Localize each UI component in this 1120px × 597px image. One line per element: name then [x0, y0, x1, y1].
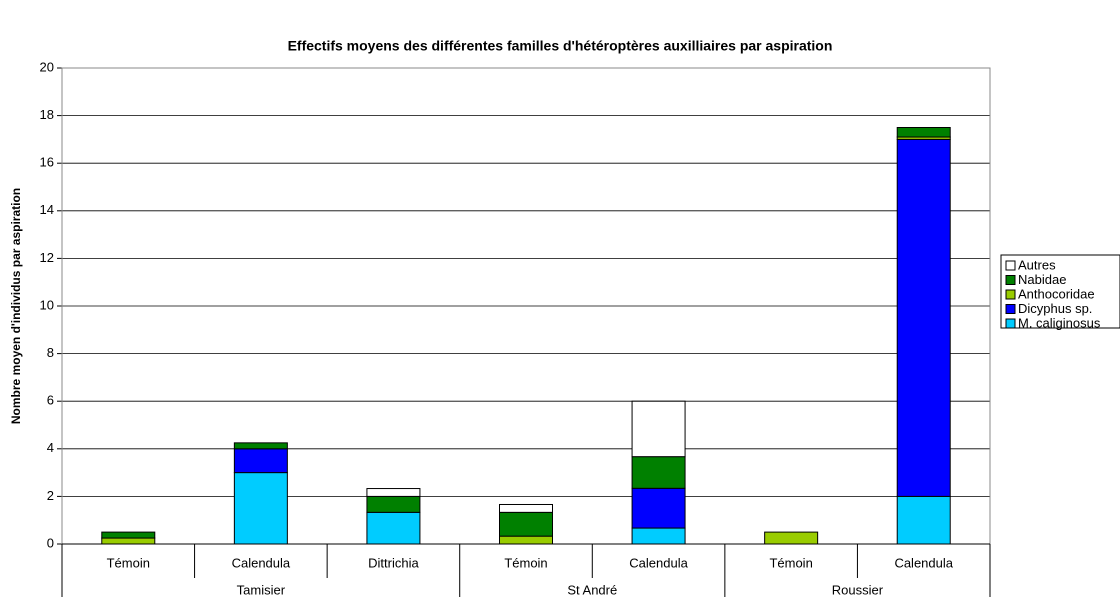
- legend-swatch: [1005, 260, 1016, 271]
- group-label: St André: [567, 582, 617, 597]
- bar-segment: [366, 495, 421, 513]
- bar-segment: [233, 448, 288, 474]
- legend-swatch: [1005, 318, 1016, 329]
- y-tick-label: 0: [47, 535, 54, 550]
- y-tick-label: 10: [40, 297, 54, 312]
- x-tick-label: Témoin: [107, 555, 150, 570]
- bar-segment: [631, 456, 686, 489]
- legend-swatch: [1005, 289, 1016, 300]
- x-tick-label: Calendula: [232, 555, 291, 570]
- legend-swatch: [1005, 304, 1016, 314]
- y-tick-label: 4: [47, 440, 54, 455]
- legend-label: Dicyphus sp.: [1018, 301, 1092, 316]
- legend-label: Anthocoridae: [1018, 286, 1095, 301]
- x-tick-label: Témoin: [769, 555, 812, 570]
- y-tick-label: 18: [40, 107, 54, 122]
- y-tick-label: 8: [47, 345, 54, 360]
- bar-segment: [101, 537, 156, 545]
- bar-segment: [233, 472, 288, 545]
- y-tick-label: 6: [47, 393, 54, 408]
- y-tick-label: 12: [40, 250, 54, 265]
- bar-segment: [366, 488, 421, 497]
- bar-segment: [631, 487, 686, 529]
- x-tick-label: Calendula: [894, 555, 953, 570]
- bar-segment: [101, 531, 156, 539]
- bar-segment: [499, 503, 553, 513]
- bar-segment: [233, 442, 288, 450]
- bar-segment: [764, 531, 819, 545]
- chart-title: Effectifs moyens des différentes famille…: [288, 38, 833, 54]
- y-tick-label: 20: [40, 59, 54, 74]
- legend-box: [1000, 254, 1120, 329]
- bar-segment: [499, 535, 553, 545]
- legend-label: Autres: [1018, 257, 1056, 272]
- group-label: Tamisier: [237, 582, 286, 597]
- bar-segment: [499, 511, 553, 537]
- bar-segment: [631, 400, 686, 458]
- bar-segment: [366, 511, 421, 545]
- y-axis-label: Nombre moyen d'individus par aspiration: [9, 188, 23, 424]
- y-tick-label: 16: [40, 155, 54, 170]
- bar-segment: [896, 138, 951, 497]
- x-tick-label: Dittrichia: [368, 555, 419, 570]
- bar-segment: [896, 495, 951, 545]
- legend-swatch: [1005, 275, 1016, 285]
- legend-label: Nabidae: [1018, 272, 1066, 287]
- bar-segment: [896, 127, 951, 138]
- x-tick-label: Témoin: [504, 555, 547, 570]
- y-tick-label: 14: [40, 202, 54, 217]
- x-tick-label: Calendula: [629, 555, 688, 570]
- group-label: Roussier: [832, 582, 884, 597]
- bar-segment: [631, 527, 686, 545]
- y-tick-label: 2: [47, 488, 54, 503]
- legend-label: M. caliginosus: [1018, 315, 1101, 330]
